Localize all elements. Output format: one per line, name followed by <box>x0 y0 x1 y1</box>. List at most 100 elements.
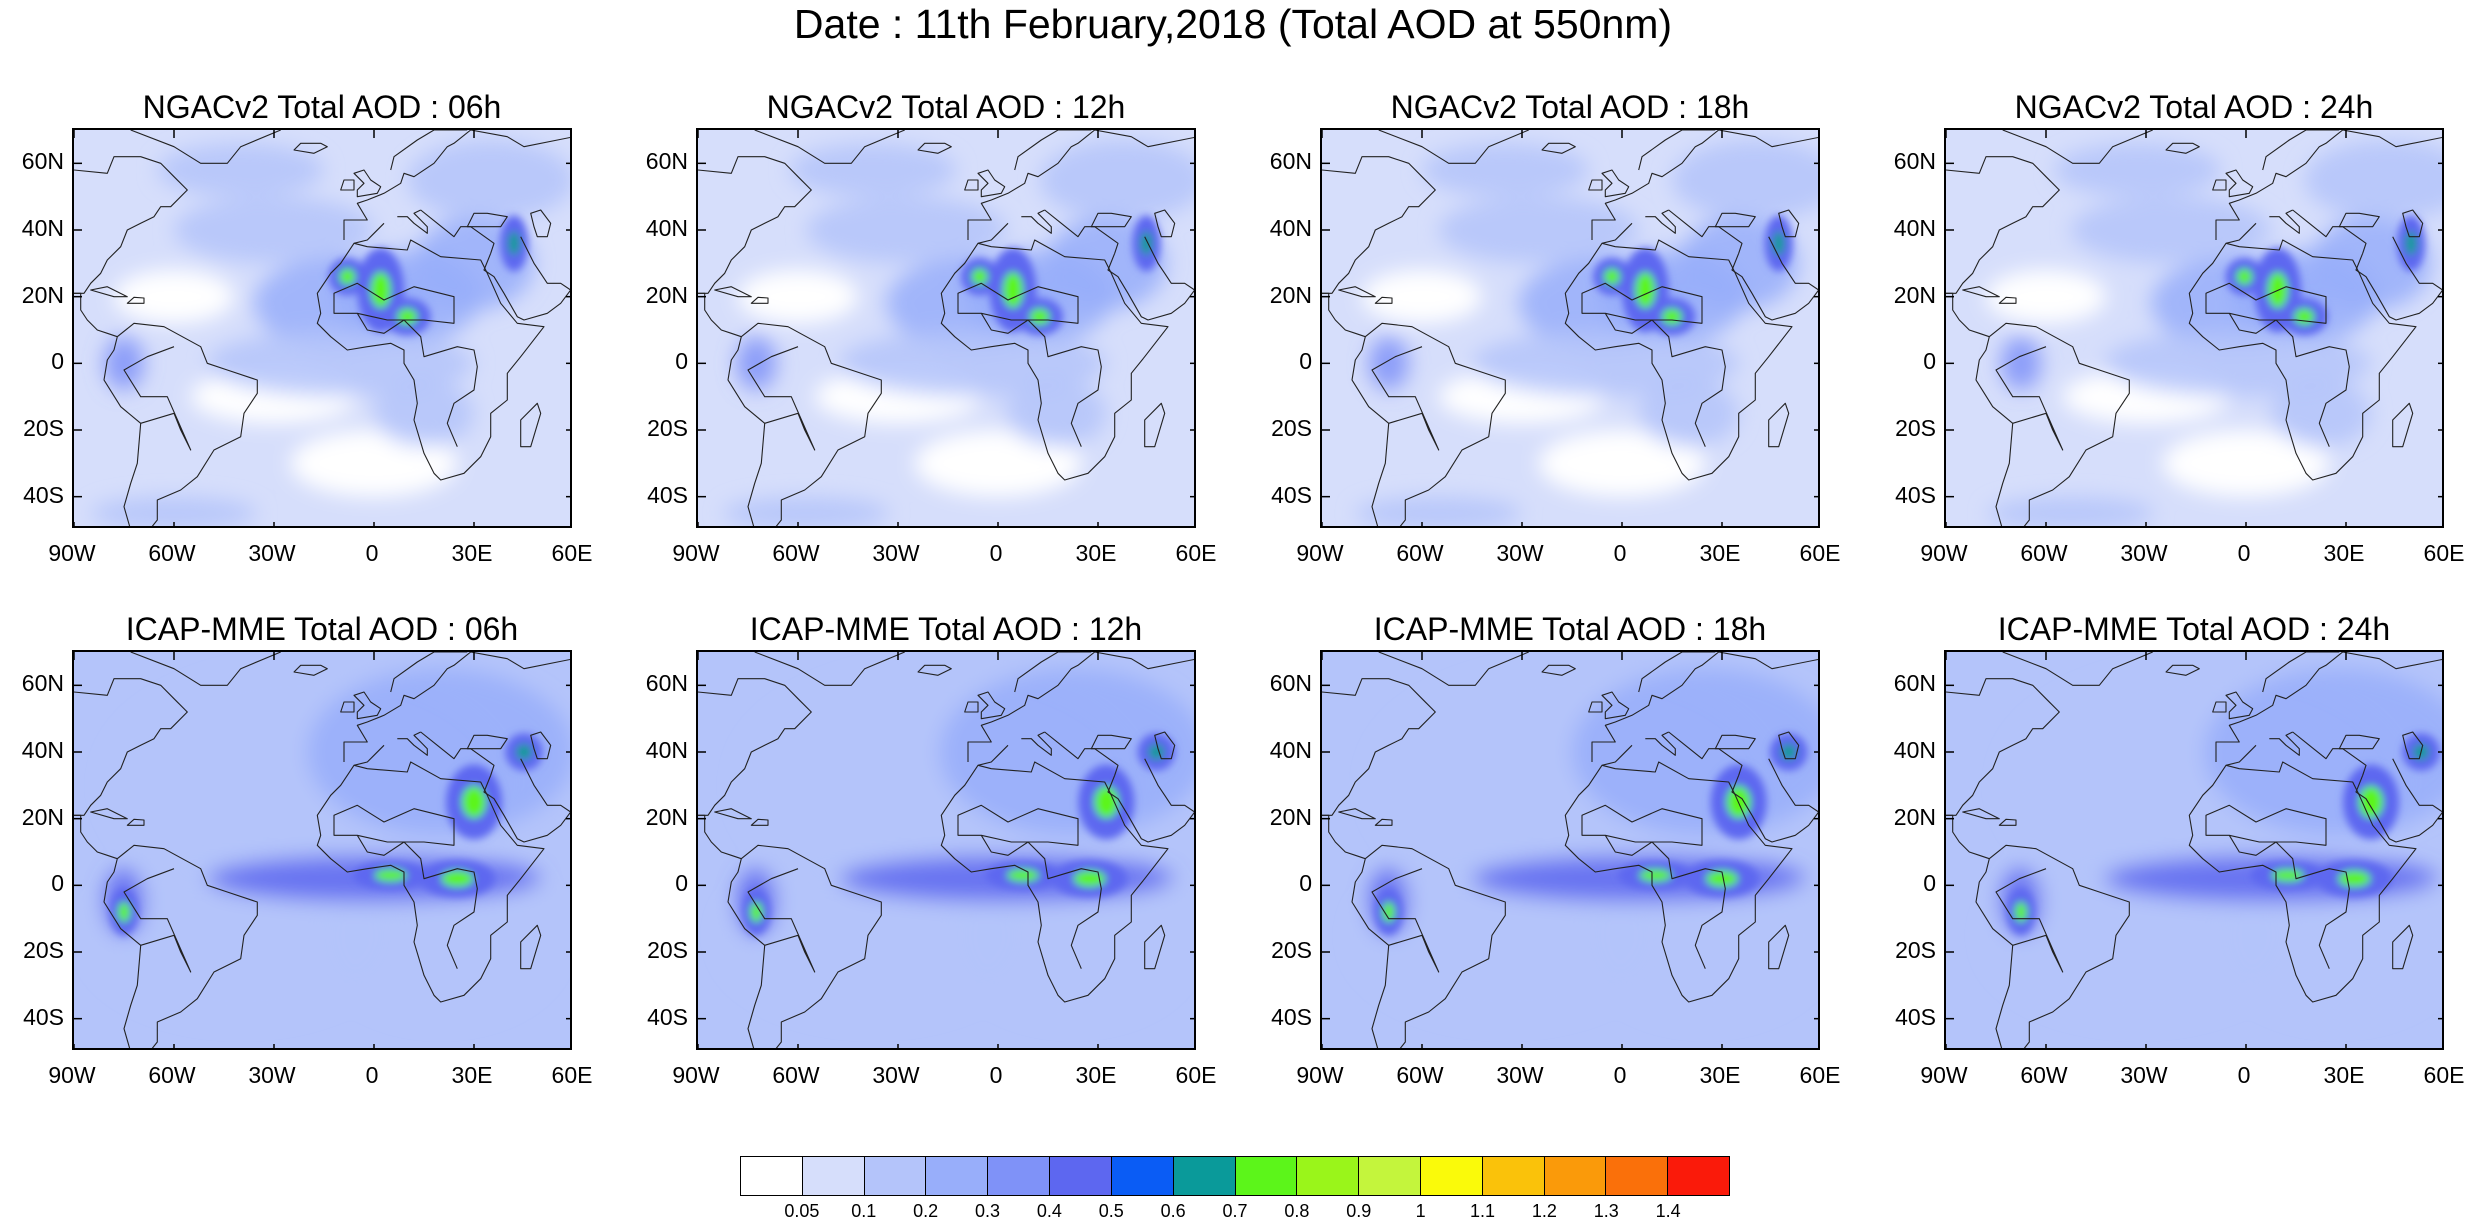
coastline-balkans <box>1668 731 1743 776</box>
tick-marks <box>698 130 1194 526</box>
coastline-balkans <box>1044 731 1119 776</box>
aod-plume-core <box>1382 902 1395 922</box>
aod-map <box>72 650 572 1050</box>
coastline-sahara_border <box>333 804 455 846</box>
coastline-africa_borders <box>356 313 478 447</box>
coastline-africa <box>1564 239 1793 481</box>
lon-tick-label: 30W <box>872 1062 920 1088</box>
coastline-uk <box>353 169 382 198</box>
coastline-iberia <box>977 222 1009 244</box>
lon-tick-label: 60E <box>2423 1062 2465 1088</box>
coastline-greenland <box>130 130 281 164</box>
aod-plume <box>407 140 570 220</box>
lat-tick-label: 60N <box>21 148 64 175</box>
coastline-cuba <box>90 286 128 298</box>
coastline-northamerica <box>1946 156 2060 294</box>
lon-tick-label: 90W <box>1296 540 1344 566</box>
lat-tick-label: 40S <box>1271 1003 1312 1030</box>
coastline-sa_borders <box>123 346 192 451</box>
aod-plume-core <box>1706 870 1738 887</box>
lat-tick-label: 20N <box>645 281 688 308</box>
clean-air-region <box>290 430 458 497</box>
coastlines <box>1946 130 2442 526</box>
coastline-hispaniola <box>1374 296 1393 304</box>
aod-high-layer <box>2007 733 2440 936</box>
coastline-ireland <box>340 179 355 191</box>
coastline-blacksea <box>2338 734 2380 750</box>
aod-plume-core <box>2359 786 2383 818</box>
colorbar-box <box>802 1157 865 1195</box>
coastline-scandinavia <box>390 130 468 171</box>
coastline-ireland <box>340 701 355 713</box>
coastline-ireland <box>1588 179 1603 191</box>
coastline-ireland <box>1588 701 1603 713</box>
coastline-scandinavia <box>390 652 468 693</box>
lat-tick-label: 0 <box>675 348 688 375</box>
lon-tick-label: 0 <box>1613 540 1627 566</box>
aod-plume-core <box>1029 308 1050 325</box>
aod-high-layer <box>2225 215 2425 336</box>
colorbar-label: 0.8 <box>1284 1201 1310 1221</box>
coastline-balkans <box>420 209 495 254</box>
lon-tick-label: 60W <box>1396 1062 1444 1088</box>
colorbar-label: 1 <box>1415 1201 1426 1221</box>
lat-tick-label: 60N <box>1893 148 1936 175</box>
aod-plume-core <box>339 268 356 285</box>
lon-tick-label: 90W <box>48 1062 96 1088</box>
coastline-europe <box>1591 652 1818 762</box>
colorbar-label: 0.05 <box>784 1201 820 1221</box>
lat-tick-label: 40S <box>647 1003 688 1030</box>
tick-marks <box>1322 652 1818 1048</box>
coastline-caspian <box>530 731 552 760</box>
coastline-arabia <box>1107 758 1194 843</box>
coastline-europe <box>343 652 570 762</box>
aod-plume-core <box>441 870 474 887</box>
lon-tick-label: 60E <box>1175 540 1217 566</box>
aod-map <box>1320 128 1820 528</box>
coastline-uk <box>2225 691 2254 720</box>
coastline-italy <box>1645 731 1676 756</box>
lat-tick-label: 20S <box>1895 415 1936 441</box>
lat-tick-label: 40S <box>647 481 688 508</box>
coastline-madagascar <box>1768 402 1790 448</box>
coastline-arabia <box>1107 236 1194 321</box>
lat-tick-label: 20N <box>645 803 688 830</box>
lon-tick-label: 60W <box>772 1062 820 1088</box>
coastline-africa_borders <box>356 835 478 969</box>
coastline-africa <box>1564 761 1793 1003</box>
map-panel-ngac-12: NGACv2 Total AOD : 12h 60N 40N 20N 0 20S 40S 90… <box>646 88 1316 608</box>
aod-plume <box>1422 143 1589 197</box>
aod-plume-core <box>1007 869 1039 882</box>
coastline-madagascar <box>1144 402 1166 448</box>
lon-tick-label: 0 <box>365 1062 379 1088</box>
coastlines <box>74 130 570 526</box>
lon-tick-label: 60E <box>551 540 593 566</box>
lat-tick-label: 0 <box>51 870 64 897</box>
aod-plume-core <box>370 272 391 308</box>
coastline-iberia <box>353 744 385 766</box>
coastline-madagascar <box>520 402 542 448</box>
colorbar-box <box>1359 1157 1421 1195</box>
aod-plume <box>2271 380 2371 447</box>
coastline-africa <box>316 761 545 1003</box>
lon-tick-label: 30E <box>2323 540 2365 566</box>
coastline-uk <box>1601 691 1630 720</box>
lat-tick-label: 20S <box>23 937 64 963</box>
aod-field-layer <box>1987 668 2442 1019</box>
lon-tick-label: 30E <box>1075 1062 1117 1088</box>
panel-title: ICAP-MME Total AOD : 24h <box>1997 611 2391 647</box>
coastline-ireland <box>964 179 979 191</box>
coastline-ireland <box>2212 179 2227 191</box>
aod-plume-core <box>2338 870 2371 887</box>
aod-map <box>1944 650 2444 1050</box>
coastline-madagascar <box>1144 924 1166 970</box>
lon-tick-label: 90W <box>1920 540 1968 566</box>
colorbar-label: 1.1 <box>1469 1201 1496 1221</box>
aod-plume <box>839 330 1107 397</box>
lat-tick-label: 20S <box>1271 937 1312 963</box>
coastline-greenland <box>130 652 281 686</box>
coastlines <box>1322 652 1818 1048</box>
lon-tick-label: 30E <box>1699 540 1741 566</box>
lon-tick-label: 60W <box>2020 540 2068 566</box>
lat-tick-label: 0 <box>1923 870 1936 897</box>
